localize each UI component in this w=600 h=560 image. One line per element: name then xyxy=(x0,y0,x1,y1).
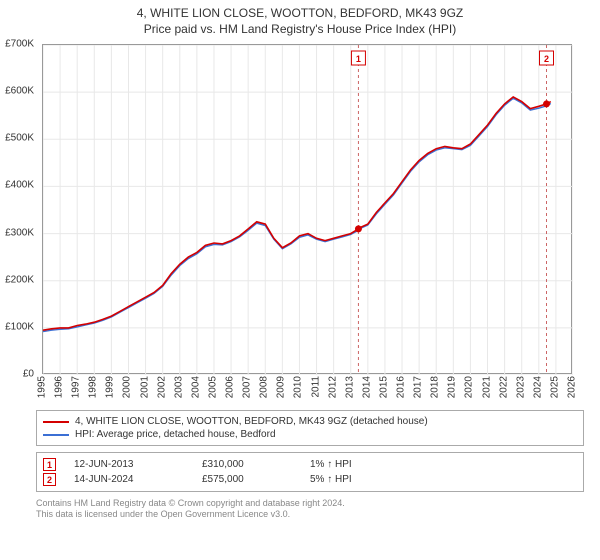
x-tick-label: 1999 xyxy=(105,376,116,398)
x-tick-label: 2017 xyxy=(413,376,424,398)
x-tick-label: 2000 xyxy=(122,376,133,398)
legend-row-hpi: HPI: Average price, detached house, Bedf… xyxy=(43,428,577,441)
y-tick-label: £300K xyxy=(0,227,34,238)
footer-line2: This data is licensed under the Open Gov… xyxy=(36,509,584,520)
svg-text:1: 1 xyxy=(356,54,361,64)
x-tick-label: 2007 xyxy=(242,376,253,398)
sale-hpi-1: 1% ↑ HPI xyxy=(310,459,390,470)
x-tick-label: 2012 xyxy=(327,376,338,398)
x-tick-label: 2015 xyxy=(378,376,389,398)
sale-row-2: 2 14-JUN-2024 £575,000 5% ↑ HPI xyxy=(43,472,577,487)
x-tick-label: 1997 xyxy=(71,376,82,398)
y-tick-label: £400K xyxy=(0,180,34,191)
x-tick-label: 2024 xyxy=(532,376,543,398)
y-tick-label: £0 xyxy=(0,369,34,380)
legend-label-hpi: HPI: Average price, detached house, Bedf… xyxy=(75,429,276,440)
x-tick-label: 2023 xyxy=(515,376,526,398)
x-tick-label: 2016 xyxy=(396,376,407,398)
chart-frame: 12 xyxy=(42,44,572,374)
sale-date-2: 14-JUN-2024 xyxy=(74,474,184,485)
sale-row-1: 1 12-JUN-2013 £310,000 1% ↑ HPI xyxy=(43,457,577,472)
sale-date-1: 12-JUN-2013 xyxy=(74,459,184,470)
legend-swatch-hpi xyxy=(43,434,69,436)
x-tick-label: 2025 xyxy=(549,376,560,398)
y-tick-label: £500K xyxy=(0,133,34,144)
x-tick-label: 2014 xyxy=(361,376,372,398)
x-tick-label: 2018 xyxy=(430,376,441,398)
x-tick-label: 2010 xyxy=(293,376,304,398)
sale-marker-2: 2 xyxy=(43,473,56,486)
x-tick-label: 2020 xyxy=(464,376,475,398)
x-tick-label: 2002 xyxy=(156,376,167,398)
svg-text:2: 2 xyxy=(544,54,549,64)
x-tick-label: 2003 xyxy=(173,376,184,398)
x-tick-label: 2013 xyxy=(344,376,355,398)
y-tick-label: £200K xyxy=(0,274,34,285)
x-tick-label: 2009 xyxy=(276,376,287,398)
x-axis-labels: 1995199619971998199920002001200220032004… xyxy=(42,376,572,412)
x-tick-label: 2005 xyxy=(207,376,218,398)
chart-area: £0£100K£200K£300K£400K£500K£600K£700K 12… xyxy=(36,40,596,410)
legend-label-property: 4, WHITE LION CLOSE, WOOTTON, BEDFORD, M… xyxy=(75,416,428,427)
y-tick-label: £700K xyxy=(0,39,34,50)
y-tick-label: £600K xyxy=(0,86,34,97)
footer-line1: Contains HM Land Registry data © Crown c… xyxy=(36,498,584,509)
y-tick-label: £100K xyxy=(0,321,34,332)
sale-price-2: £575,000 xyxy=(202,474,292,485)
x-tick-label: 2001 xyxy=(139,376,150,398)
y-axis-labels: £0£100K£200K£300K£400K£500K£600K£700K xyxy=(0,44,36,374)
legend-box: 4, WHITE LION CLOSE, WOOTTON, BEDFORD, M… xyxy=(36,410,584,446)
sale-price-1: £310,000 xyxy=(202,459,292,470)
x-tick-label: 1996 xyxy=(54,376,65,398)
x-tick-label: 2021 xyxy=(481,376,492,398)
chart-svg: 12 xyxy=(43,45,573,375)
page-title: 4, WHITE LION CLOSE, WOOTTON, BEDFORD, M… xyxy=(0,0,600,20)
footer-attribution: Contains HM Land Registry data © Crown c… xyxy=(36,498,584,521)
x-tick-label: 2019 xyxy=(447,376,458,398)
x-tick-label: 2006 xyxy=(225,376,236,398)
x-tick-label: 2011 xyxy=(310,376,321,398)
x-tick-label: 2004 xyxy=(190,376,201,398)
legend-swatch-property xyxy=(43,421,69,423)
page-subtitle: Price paid vs. HM Land Registry's House … xyxy=(0,20,600,40)
x-tick-label: 2022 xyxy=(498,376,509,398)
legend-row-property: 4, WHITE LION CLOSE, WOOTTON, BEDFORD, M… xyxy=(43,415,577,428)
sale-hpi-2: 5% ↑ HPI xyxy=(310,474,390,485)
sales-box: 1 12-JUN-2013 £310,000 1% ↑ HPI 2 14-JUN… xyxy=(36,452,584,492)
sale-marker-1: 1 xyxy=(43,458,56,471)
x-tick-label: 1998 xyxy=(88,376,99,398)
x-tick-label: 1995 xyxy=(37,376,48,398)
x-tick-label: 2026 xyxy=(567,376,578,398)
x-tick-label: 2008 xyxy=(259,376,270,398)
